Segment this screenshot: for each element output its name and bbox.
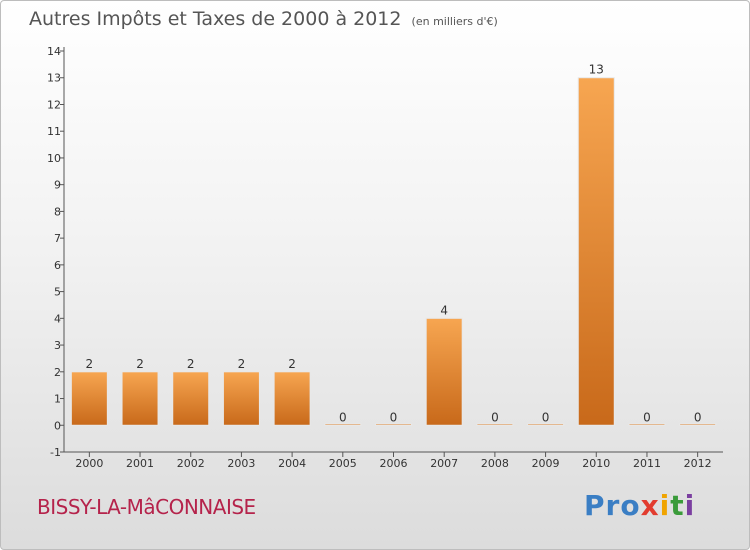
x-tick-label: 2010 xyxy=(582,457,610,470)
bar xyxy=(121,371,159,426)
y-tick-label: 7 xyxy=(54,232,61,245)
x-tick-label: 2002 xyxy=(177,457,205,470)
data-label: 0 xyxy=(491,410,499,424)
data-label: 2 xyxy=(187,357,195,371)
bar xyxy=(628,423,666,426)
x-tick-label: 2006 xyxy=(380,457,408,470)
x-tick-label: 2012 xyxy=(684,457,712,470)
x-tick-label: 2011 xyxy=(633,457,661,470)
data-label: 0 xyxy=(694,410,702,424)
y-tick-label: 1 xyxy=(54,393,61,406)
y-tick-label: 14 xyxy=(47,45,61,58)
commune-name: BISSY-LA-MâCONNAISE xyxy=(37,495,256,519)
y-tick-label: 3 xyxy=(54,339,61,352)
bar xyxy=(222,371,260,426)
data-label: 2 xyxy=(238,357,246,371)
bar xyxy=(70,371,108,426)
bar xyxy=(527,423,565,426)
bar xyxy=(425,317,463,426)
data-label: 2 xyxy=(136,357,144,371)
data-label: 0 xyxy=(339,410,347,424)
x-tick-label: 2004 xyxy=(278,457,306,470)
bar xyxy=(273,371,311,426)
data-label: 2 xyxy=(86,357,94,371)
x-tick-label: 2005 xyxy=(329,457,357,470)
data-label: 0 xyxy=(643,410,651,424)
y-tick-label: 4 xyxy=(54,312,61,325)
y-tick-label: 2 xyxy=(54,366,61,379)
y-tick-label: 11 xyxy=(47,125,61,138)
y-tick-label: -1 xyxy=(50,446,61,459)
logo-part: i xyxy=(684,489,696,522)
proxiti-logo: Proxiti xyxy=(584,489,695,522)
data-label: 13 xyxy=(589,63,604,77)
bar xyxy=(476,423,514,426)
bar xyxy=(679,423,717,426)
data-label: 0 xyxy=(542,410,550,424)
y-tick-label: 9 xyxy=(54,179,61,192)
x-tick-label: 2000 xyxy=(75,457,103,470)
y-tick-label: 6 xyxy=(54,259,61,272)
x-tick-label: 2009 xyxy=(532,457,560,470)
bar xyxy=(375,423,412,426)
data-label: 4 xyxy=(440,303,448,317)
bar xyxy=(324,423,362,426)
y-tick-label: 10 xyxy=(47,152,61,165)
y-tick-label: 8 xyxy=(54,205,61,218)
data-label: 2 xyxy=(288,357,296,371)
x-tick-label: 2008 xyxy=(481,457,509,470)
y-tick-label: 12 xyxy=(47,98,61,111)
y-tick-label: 13 xyxy=(47,72,61,85)
logo-part: t xyxy=(670,489,685,522)
data-label: 0 xyxy=(390,410,398,424)
y-tick-label: 0 xyxy=(54,419,61,432)
logo-part: x xyxy=(640,489,660,522)
title-text: Autres Impôts et Taxes de 2000 à 2012 xyxy=(29,8,402,30)
logo-part: Pro xyxy=(584,489,641,522)
x-tick-label: 2007 xyxy=(430,457,458,470)
title-unit: (en milliers d'€) xyxy=(411,15,498,28)
bar xyxy=(577,77,615,426)
chart-title: Autres Impôts et Taxes de 2000 à 2012 (e… xyxy=(29,8,498,30)
y-tick-label: 5 xyxy=(54,286,61,299)
bar xyxy=(172,371,210,426)
x-tick-label: 2001 xyxy=(126,457,154,470)
logo-part: i xyxy=(659,489,671,522)
x-tick-label: 2003 xyxy=(227,457,255,470)
